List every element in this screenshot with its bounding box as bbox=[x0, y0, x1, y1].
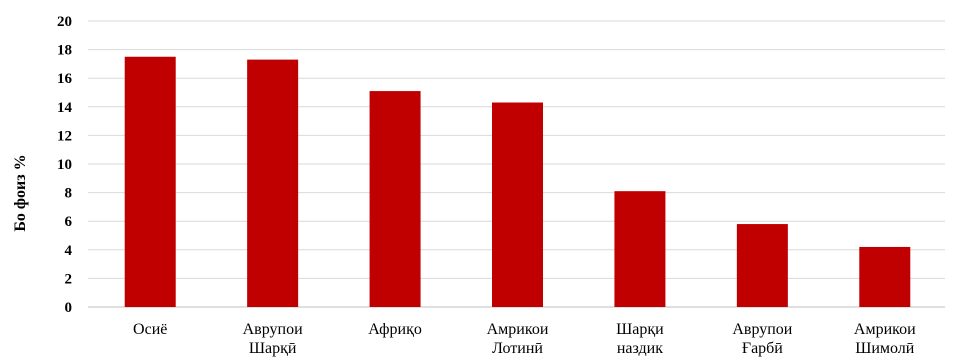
bar bbox=[492, 102, 543, 307]
x-category-label: Ғарбӣ bbox=[742, 340, 783, 357]
x-category-label: Амрикои bbox=[854, 321, 916, 338]
x-category-label: наздик bbox=[617, 340, 663, 357]
y-tick-label: 6 bbox=[65, 214, 73, 230]
x-category-label: Амрикои bbox=[487, 321, 549, 338]
x-category-label: Африқо bbox=[368, 321, 422, 338]
bar bbox=[614, 191, 666, 307]
x-category-label: Осиё bbox=[133, 321, 167, 338]
y-tick-labels: 0 2 4 6 8 10 12 14 16 18 20 bbox=[57, 14, 73, 316]
y-tick-label: 0 bbox=[65, 300, 73, 316]
bar bbox=[736, 224, 788, 307]
y-tick-label: 10 bbox=[57, 157, 72, 173]
bar bbox=[859, 246, 911, 307]
y-tick-label: 4 bbox=[65, 243, 73, 259]
y-tick-label: 18 bbox=[57, 43, 72, 59]
x-category-labels: Осиё Аврупои Шарқӣ Африқо Амрикои Лотинӣ Шарқи… bbox=[133, 321, 916, 357]
y-tick-label: 20 bbox=[57, 14, 72, 30]
x-category-label: Аврупои bbox=[243, 321, 303, 338]
y-tick-label: 14 bbox=[57, 100, 73, 116]
y-tick-label: 8 bbox=[65, 186, 73, 202]
x-category-label: Шарқӣ bbox=[249, 340, 297, 357]
x-category-label: Аврупои bbox=[732, 321, 792, 338]
y-tick-label: 12 bbox=[57, 128, 72, 144]
y-tick-label: 16 bbox=[57, 71, 73, 87]
y-tick-label: 2 bbox=[65, 271, 73, 287]
x-category-label: Лотинӣ bbox=[492, 340, 543, 357]
bar bbox=[247, 59, 299, 307]
bar bbox=[369, 91, 421, 307]
x-category-label: Шарқи bbox=[616, 321, 664, 338]
bars bbox=[124, 56, 911, 307]
y-axis-title: Бо фоиз % bbox=[12, 154, 29, 231]
bar bbox=[124, 56, 176, 307]
x-category-label: Шимолӣ bbox=[855, 340, 915, 357]
